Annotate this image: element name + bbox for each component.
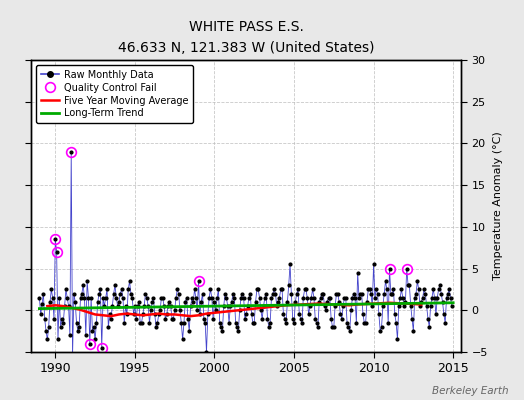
- Y-axis label: Temperature Anomaly (°C): Temperature Anomaly (°C): [494, 132, 504, 280]
- Legend: Raw Monthly Data, Quality Control Fail, Five Year Moving Average, Long-Term Tren: Raw Monthly Data, Quality Control Fail, …: [36, 65, 193, 123]
- Title: WHITE PASS E.S.
46.633 N, 121.383 W (United States): WHITE PASS E.S. 46.633 N, 121.383 W (Uni…: [118, 20, 375, 55]
- Text: Berkeley Earth: Berkeley Earth: [432, 386, 508, 396]
